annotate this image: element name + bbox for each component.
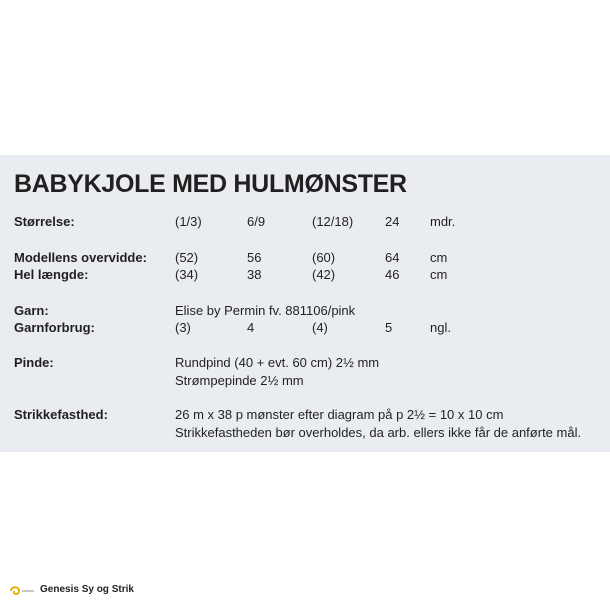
- cell: 6/9: [247, 214, 266, 229]
- text-line: Strikkefastheden bør overholdes, da arb.…: [175, 425, 582, 440]
- cell: 4: [247, 320, 255, 335]
- cell: 24: [385, 214, 400, 229]
- text-line: Strømpepinde 2½ mm: [175, 373, 304, 388]
- cell: (3): [175, 320, 191, 335]
- cell: (34): [175, 267, 199, 282]
- text-line: Elise by Permin fv. 881106/pink: [175, 303, 356, 318]
- row-label: Strikkefasthed:: [14, 407, 108, 422]
- cell: (60): [312, 250, 336, 265]
- cell: 46: [385, 267, 400, 282]
- logo: [10, 586, 34, 595]
- cell: cm: [430, 250, 448, 265]
- row-label: Størrelse:: [14, 214, 75, 229]
- cell: 64: [385, 250, 400, 265]
- cell: mdr.: [430, 214, 456, 229]
- cell: (12/18): [312, 214, 354, 229]
- logo-text: [22, 590, 34, 592]
- text-line: 26 m x 38 p mønster efter diagram på p 2…: [175, 407, 504, 422]
- row-label: Pinde:: [14, 355, 54, 370]
- cell: (1/3): [175, 214, 202, 229]
- row-label: Garn:: [14, 303, 49, 318]
- cell: 56: [247, 250, 262, 265]
- cell: 5: [385, 320, 393, 335]
- title: BABYKJOLE MED HULMØNSTER: [14, 170, 407, 198]
- cell: cm: [430, 267, 448, 282]
- row-label: Hel længde:: [14, 267, 89, 282]
- text-line: Rundpind (40 + evt. 60 cm) 2½ mm: [175, 355, 380, 370]
- info-panel: [0, 155, 610, 452]
- cell: (42): [312, 267, 336, 282]
- brand: Genesis Sy og Strik: [40, 584, 134, 595]
- row-label: Garnforbrug:: [14, 320, 95, 335]
- logo-swirl: [10, 586, 21, 595]
- cell: (4): [312, 320, 328, 335]
- row-label: Modellens overvidde:: [14, 250, 147, 265]
- cell: (52): [175, 250, 199, 265]
- cell: ngl.: [430, 320, 451, 335]
- cell: 38: [247, 267, 262, 282]
